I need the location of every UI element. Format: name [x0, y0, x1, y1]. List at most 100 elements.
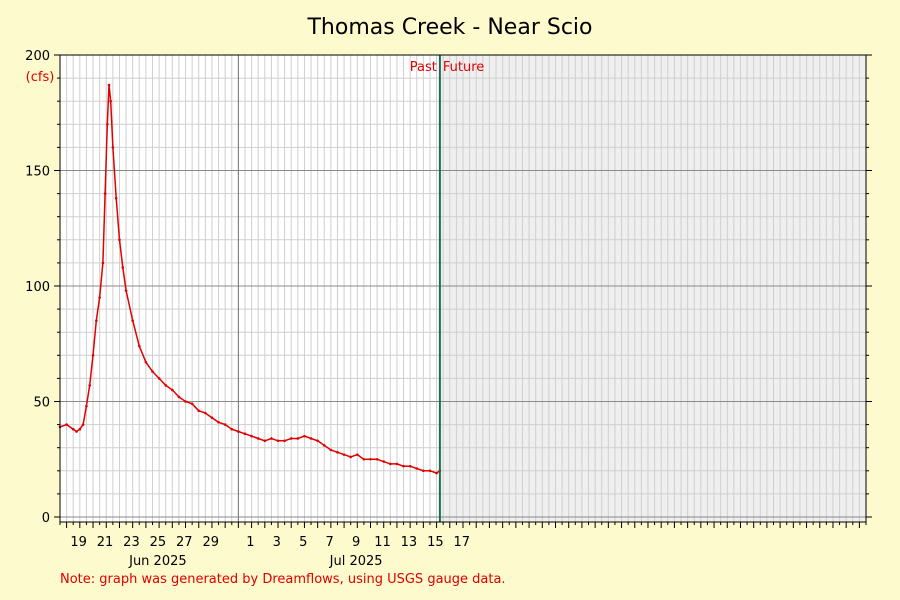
data-point	[283, 439, 286, 443]
y-tick-label: 0	[42, 511, 50, 526]
data-point	[395, 462, 399, 466]
data-point	[296, 437, 300, 440]
data-point	[71, 427, 75, 431]
data-point	[402, 464, 405, 468]
data-point	[118, 238, 121, 242]
data-point	[111, 146, 115, 149]
data-point	[197, 409, 201, 413]
data-point	[81, 423, 85, 426]
data-point	[289, 437, 293, 440]
x-tick-label: 7	[326, 535, 334, 550]
x-tick-label: 9	[352, 535, 360, 550]
x-tick-label: 3	[273, 535, 281, 550]
data-point	[131, 319, 134, 322]
data-point	[362, 457, 366, 461]
data-point	[369, 457, 372, 461]
data-point	[204, 411, 207, 415]
data-point	[109, 99, 112, 103]
data-point	[263, 439, 267, 443]
x-tick-label: 23	[123, 535, 140, 550]
data-point	[78, 427, 82, 431]
data-point	[349, 455, 352, 459]
data-point	[243, 432, 247, 436]
data-point	[342, 453, 346, 456]
plot-border	[59, 54, 867, 523]
data-point	[355, 453, 359, 456]
data-point	[382, 460, 386, 463]
x-tick-label: 5	[299, 535, 307, 550]
y-unit-label: (cfs)	[26, 70, 55, 85]
data-point	[303, 434, 306, 438]
data-point	[75, 430, 78, 433]
data-point	[103, 192, 107, 195]
x-tick-label: 21	[97, 535, 114, 550]
data-point	[137, 344, 141, 348]
data-point	[389, 462, 392, 466]
data-point	[237, 430, 240, 433]
data-point	[276, 439, 280, 443]
past-label: Past	[410, 60, 437, 75]
y-tick-label: 200	[25, 49, 50, 64]
data-point	[107, 83, 111, 87]
chart-title: Thomas Creek - Near Scio	[306, 15, 592, 40]
data-point	[85, 404, 88, 408]
x-tick-label: 11	[374, 535, 391, 550]
data-point	[171, 388, 174, 392]
data-point	[322, 444, 326, 447]
flow-series	[58, 83, 442, 475]
x-month-label: Jun 2025	[128, 554, 187, 569]
data-point	[91, 354, 95, 357]
data-point	[210, 416, 214, 419]
x-month-label: Jul 2025	[329, 554, 383, 569]
data-point	[65, 423, 68, 426]
data-point	[124, 289, 128, 292]
data-point	[88, 384, 92, 387]
data-point	[95, 319, 98, 322]
x-tick-label: 1	[246, 535, 254, 550]
data-point	[230, 427, 234, 431]
data-point	[101, 261, 105, 265]
x-tick-label: 25	[150, 535, 167, 550]
data-point	[329, 448, 333, 452]
x-tick-label: 29	[202, 535, 219, 550]
data-point	[151, 370, 154, 373]
data-point	[157, 377, 161, 380]
x-tick-label: 17	[454, 535, 471, 550]
data-point	[435, 471, 438, 475]
data-point	[375, 457, 379, 461]
future-shaded-region	[439, 55, 866, 522]
grid	[59, 54, 867, 522]
data-point	[223, 423, 227, 426]
y-tick-label: 150	[25, 165, 50, 180]
data-point	[144, 360, 148, 364]
data-point	[114, 196, 118, 200]
y-tick-label: 100	[25, 280, 50, 295]
x-tick-label: 15	[427, 535, 444, 550]
data-point	[256, 437, 260, 440]
x-tick-label: 27	[176, 535, 193, 550]
data-point	[270, 437, 273, 440]
data-point	[336, 451, 339, 454]
x-tick-label: 13	[401, 535, 418, 550]
data-point	[106, 123, 109, 126]
y-tick-label: 50	[33, 396, 50, 411]
data-point	[316, 439, 319, 443]
data-point	[309, 437, 313, 440]
data-point	[177, 395, 181, 399]
data-point	[408, 464, 412, 468]
data-point	[415, 467, 419, 470]
data-point	[422, 469, 425, 473]
data-point	[190, 402, 194, 406]
footer-note: Note: graph was generated by Dreamflows,…	[60, 572, 506, 587]
data-point	[121, 266, 125, 269]
future-label: Future	[443, 60, 484, 75]
data-point	[184, 400, 187, 403]
data-point	[250, 434, 253, 438]
data-point	[428, 469, 432, 473]
data-point	[164, 384, 168, 387]
data-point	[217, 420, 220, 424]
data-point	[98, 296, 101, 299]
x-tick-label: 19	[70, 535, 87, 550]
